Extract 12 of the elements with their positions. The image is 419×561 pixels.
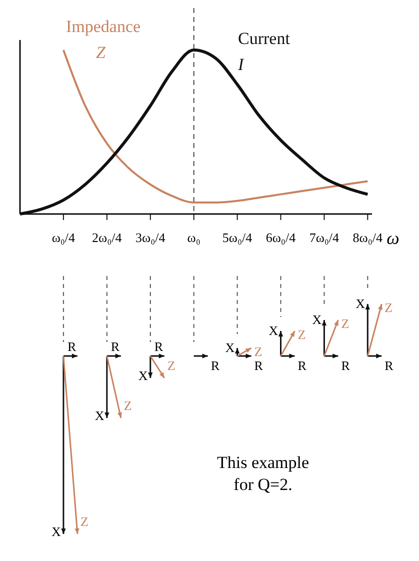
series-label: Impedance Z [66,17,141,62]
x-tick-label: ω₀/4 [52,230,76,245]
text: This example for Q=2. [216,453,310,494]
x-tick-label: 2ω₀/4 [92,230,122,245]
x-tick-label: 6ω₀/4 [266,230,296,245]
x-tick-label: 8ω₀/4 [352,230,384,245]
x-tick-label: 7ω₀/4 [309,230,340,245]
x-tick-label: 3ω₀/4 [136,230,166,245]
x-tick-label: ω₀ [187,230,200,245]
x-tick-label: 5ω₀/4 [222,230,253,245]
x-axis-title: ω [386,228,400,248]
series-label: Current I [237,29,290,74]
